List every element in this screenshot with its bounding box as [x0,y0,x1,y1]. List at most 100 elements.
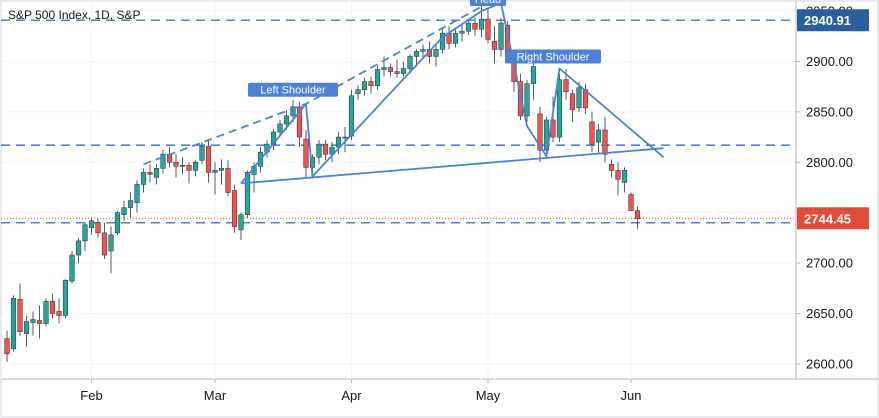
time-tick-label: Apr [341,388,362,403]
candle-down [225,168,231,193]
candle-up [43,301,49,324]
annotation-label: Head [475,0,501,6]
candle-up [407,56,413,69]
candle-up [69,254,75,282]
candle-up [595,129,602,143]
candle-up [192,161,199,171]
candle-down [296,106,303,138]
candle-up [88,220,95,229]
annotation-label: Right Shoulder [517,51,590,63]
candle-up [212,170,218,173]
candle-up [316,143,322,158]
candle-up [179,165,186,167]
pattern-line [240,147,664,185]
candle-up [361,81,368,91]
candle-up [108,234,114,252]
candle-down [4,338,10,355]
time-axis[interactable]: Feb Mar Apr May Jun [80,379,641,403]
candle-up [381,67,387,70]
candle-up [75,240,82,256]
candle-up [199,145,205,161]
pattern-lines-layer [143,2,665,185]
candle-down [394,71,400,74]
candle-up [459,30,465,34]
pattern-line [240,2,665,184]
candle-down [205,145,212,173]
candle-down [173,161,179,167]
candle-down [608,163,615,171]
candle-up [342,136,348,139]
candle-down [615,170,621,180]
candle-down [56,311,62,316]
price-tag-label: 2744.45 [804,211,851,226]
chart-title: S&P 500 Index, 1D, S&P [8,8,141,22]
candle-up [556,79,563,138]
candle-up [348,95,355,137]
annotations-layer: Head Left Shoulder Right Shoulder [248,0,601,97]
candle-up [433,49,439,57]
candle-up [140,172,147,185]
candle-up [121,207,127,215]
candle-up [134,184,140,203]
candle-down [537,113,543,151]
candle-up [420,49,426,52]
candle-up [160,153,166,169]
candle-up [10,298,17,350]
candle-down [186,165,192,171]
candle-up [498,22,504,50]
candle-down [563,79,569,93]
candle-up [478,18,485,30]
candle-up [290,106,296,117]
candle-up [413,51,420,57]
candle-up [238,214,244,231]
price-tick-label: 2850.00 [806,104,853,119]
candle-down [589,121,595,145]
price-tag [797,9,869,32]
candle-up [621,170,628,183]
candle-down [491,41,498,50]
time-tick-label: Feb [80,388,102,403]
candle-up [465,22,472,32]
candle-down [101,232,108,256]
time-tick-label: May [476,388,501,403]
candle-up [335,136,342,148]
candle-up [400,68,407,74]
candle-up [524,83,530,117]
candle-up [283,115,290,125]
candle-down [628,194,634,211]
candle-up [218,168,225,171]
candle-down [485,18,491,40]
candle-down [368,81,374,86]
candle-down [387,67,394,72]
candle-up [153,168,160,178]
candle-up [30,319,36,323]
price-tick-label: 2800.00 [806,155,853,170]
time-tick-label: Mar [204,388,227,403]
candle-down [17,299,23,332]
candle-down [147,172,153,175]
candle-down [231,190,238,228]
annotation-label: Left Shoulder [260,85,326,97]
price-tick-label: 2700.00 [806,256,853,271]
candle-down [634,210,641,220]
level-lines-layer [1,19,795,224]
candle-up [62,279,69,316]
candle-up [374,69,381,86]
candle-down [303,138,309,168]
candle-down [36,320,43,324]
annotation-box [248,82,338,97]
candle-up [439,32,446,50]
candle-up [576,87,582,109]
candle-down [95,222,101,234]
candle-down [602,129,608,155]
candle-up [23,321,30,334]
candle-down [569,93,576,111]
candle-down [322,143,329,155]
candle-up [277,123,283,133]
candle-down [472,22,478,30]
candle-up [114,212,121,234]
price-tick-label: 2900.00 [806,54,853,69]
grid-layer [1,1,795,379]
